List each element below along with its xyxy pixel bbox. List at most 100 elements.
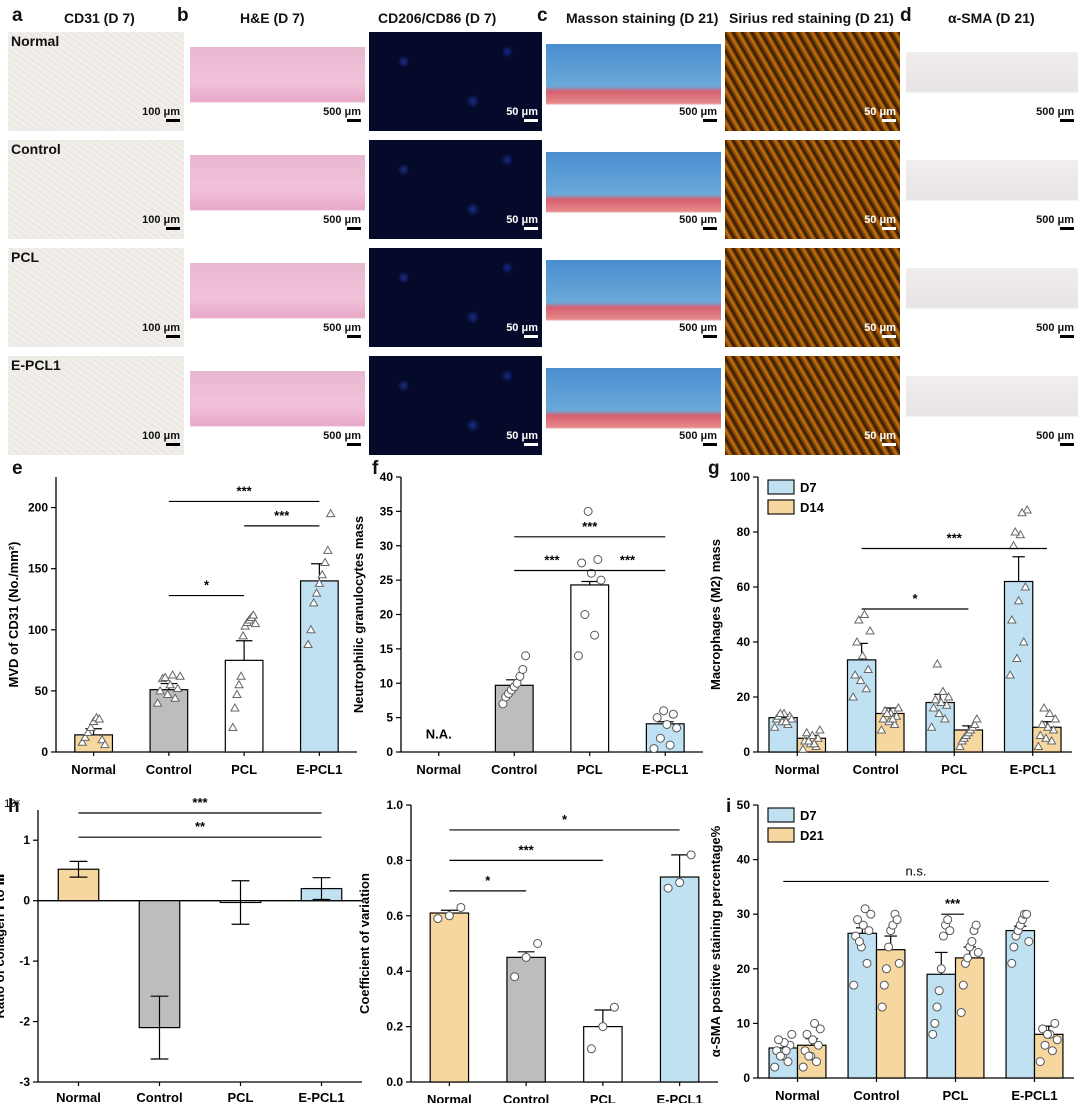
- scale-bar-line: [347, 443, 361, 446]
- data-point: [774, 1035, 784, 1045]
- data-point: [686, 850, 696, 860]
- micrograph-asma-e-pcl1: [906, 356, 1078, 455]
- scale-bar: 50 μm: [864, 106, 896, 122]
- micrograph-cd31-normal: [8, 32, 184, 131]
- data-point: [94, 713, 105, 723]
- y-axis-label: Neutrophilic granulocytes mass: [351, 516, 366, 713]
- x-tick-label: Normal: [775, 762, 820, 777]
- data-point: [167, 669, 178, 679]
- y-tick-label: 0.8: [386, 853, 403, 867]
- data-point: [811, 1057, 821, 1067]
- y-tick-label: 10: [380, 676, 394, 690]
- micrograph-cd31-e-pcl1: [8, 356, 184, 455]
- data-point: [967, 937, 977, 946]
- data-point: [853, 915, 863, 925]
- significance-label: ***: [620, 553, 636, 568]
- y-tick-label: 0: [23, 894, 30, 908]
- scale-bar: 50 μm: [864, 322, 896, 338]
- data-point: [884, 942, 894, 952]
- legend-label: D14: [800, 500, 825, 515]
- scale-bar-label: 500 μm: [1036, 106, 1074, 118]
- data-point: [227, 722, 238, 732]
- scale-bar-line: [347, 119, 361, 122]
- data-point: [172, 683, 183, 692]
- scale-bar: 50 μm: [506, 106, 538, 122]
- data-point: [848, 691, 859, 701]
- scale-bar-label: 500 μm: [323, 322, 361, 334]
- scale-bar-label: 500 μm: [323, 214, 361, 226]
- scale-bar: 500 μm: [323, 322, 361, 338]
- scale-bar-label: 50 μm: [506, 106, 538, 118]
- data-point: [1007, 958, 1017, 968]
- data-point: [533, 939, 543, 948]
- data-point: [881, 964, 891, 974]
- scale-bar-label: 50 μm: [864, 214, 896, 226]
- data-point: [456, 902, 466, 912]
- panel-label-f: f: [372, 458, 379, 479]
- y-tick-label: -1: [19, 954, 30, 968]
- scale-bar-line: [1060, 443, 1074, 446]
- x-tick-label: Normal: [71, 762, 116, 777]
- legend-label: D7: [800, 480, 817, 495]
- data-point: [855, 675, 866, 684]
- data-point: [857, 650, 868, 660]
- scale-bar-line: [524, 335, 538, 338]
- micrograph-sirius-e-pcl1: [725, 356, 900, 455]
- y-tick-label: 20: [380, 608, 394, 622]
- significance-label: *: [204, 578, 210, 593]
- data-point: [1050, 713, 1061, 723]
- micrograph-fluor-e-pcl1: [369, 356, 542, 455]
- data-point: [598, 1022, 608, 1032]
- x-tick-label: PCL: [577, 762, 603, 777]
- data-point: [170, 693, 181, 702]
- data-point: [808, 1035, 818, 1045]
- y-tick-label: 40: [380, 470, 394, 484]
- panel-label-a: a: [12, 5, 23, 26]
- significance-label: ***: [237, 483, 253, 498]
- data-point: [1022, 504, 1032, 514]
- y-tick-label: 25: [380, 573, 394, 587]
- data-point: [801, 727, 812, 737]
- data-point: [521, 952, 531, 962]
- micrograph-sirius-control: [725, 140, 900, 239]
- scale-bar-label: 100 μm: [142, 214, 180, 226]
- data-point: [930, 694, 941, 704]
- data-point: [1022, 909, 1032, 919]
- data-point: [1009, 942, 1019, 952]
- data-point: [862, 958, 872, 968]
- data-point: [878, 713, 889, 723]
- row-label-normal: Normal: [11, 33, 60, 49]
- data-point: [652, 713, 662, 723]
- data-point: [783, 1057, 793, 1067]
- significance-label: *: [912, 591, 918, 606]
- data-point: [802, 1029, 812, 1039]
- data-point: [781, 716, 791, 726]
- scale-bar-label: 50 μm: [506, 430, 538, 442]
- data-point: [971, 713, 982, 723]
- header-sirius: Sirius red staining (D 21): [729, 10, 894, 26]
- x-tick-label: Control: [503, 1092, 549, 1103]
- data-point: [1040, 1040, 1050, 1050]
- header-cd206: CD206/CD86 (D 7): [378, 10, 497, 26]
- scale-bar: 100 μm: [142, 430, 180, 446]
- data-point: [83, 727, 93, 736]
- data-point: [956, 1007, 966, 1017]
- micrograph-he-normal: [190, 32, 365, 131]
- micrograph-masson-normal: [546, 32, 721, 131]
- data-point: [928, 702, 939, 712]
- data-point: [1006, 614, 1017, 624]
- data-point: [596, 575, 606, 585]
- data-point: [317, 569, 328, 579]
- bar: [583, 1025, 623, 1083]
- data-point: [662, 720, 672, 729]
- data-point: [1012, 653, 1022, 662]
- micrograph-he-e-pcl1: [190, 356, 365, 455]
- scale-bar: 500 μm: [679, 430, 717, 446]
- bar: [570, 584, 610, 753]
- bar: [954, 957, 985, 1079]
- micrograph-cd31-control: [8, 140, 184, 239]
- y-tick-label: 150: [28, 562, 48, 576]
- scale-bar-line: [166, 443, 180, 446]
- data-point: [963, 953, 973, 963]
